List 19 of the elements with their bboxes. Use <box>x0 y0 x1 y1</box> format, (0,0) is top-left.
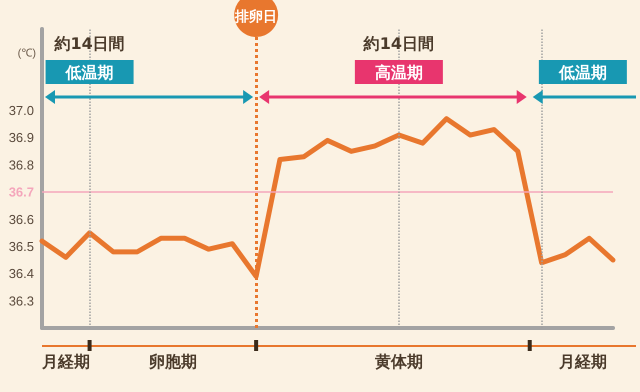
annotation: 低温期 <box>64 63 114 82</box>
annotation: 約14日間 <box>362 34 434 53</box>
y-tick-label: 36.3 <box>8 293 34 308</box>
y-tick-label: 36.6 <box>8 212 34 227</box>
text: 卵胞期 <box>148 352 197 371</box>
y-tick-label: 36.8 <box>8 157 34 172</box>
annotation: 高温期 <box>374 63 423 82</box>
text: 月経期 <box>558 352 607 371</box>
y-tick-label: 36.5 <box>8 238 34 254</box>
y-tick-label: 37.0 <box>8 103 34 118</box>
y-tick-label: 36.9 <box>8 130 34 146</box>
text: 黄体期 <box>374 352 423 371</box>
annotation: 低温期 <box>558 63 607 82</box>
annotation: 約14日間 <box>53 34 125 53</box>
y-tick-label: 36.7 <box>8 184 34 200</box>
y-tick-label: 36.4 <box>8 266 34 282</box>
text: 排卵日 <box>234 9 278 25</box>
text: 月経期 <box>40 352 90 371</box>
y-axis-title: (℃) <box>18 48 36 60</box>
